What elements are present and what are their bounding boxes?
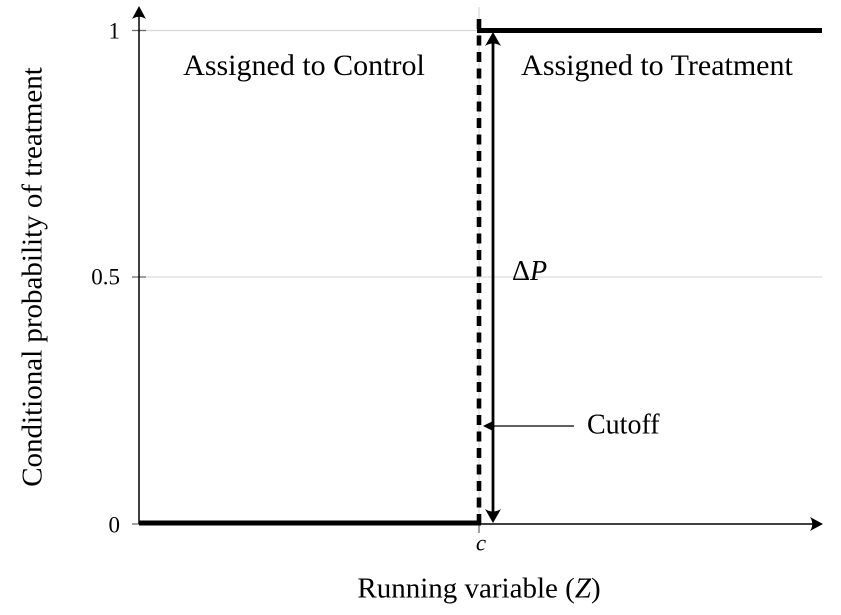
delta-symbol: Δ <box>512 256 531 287</box>
delta-p-label: ΔP <box>512 258 547 286</box>
delta-p-arrowhead-down-icon <box>485 509 501 523</box>
delta-p-arrowhead-up-icon <box>485 32 501 46</box>
region-label-treatment: Assigned to Treatment <box>521 49 793 82</box>
x-axis-title-suffix: ) <box>590 572 601 605</box>
x-axis-title-prefix: Running variable ( <box>357 572 575 605</box>
ytick-label-0: 0 <box>108 512 121 538</box>
y-axis-arrowhead-icon <box>132 6 146 19</box>
x-axis-title: Running variable (Z) <box>357 572 601 605</box>
cutoff-pointer-arrowhead-icon <box>483 420 494 432</box>
ytick-label-05: 0.5 <box>91 264 120 290</box>
ytick-label-1: 1 <box>108 18 121 44</box>
x-axis-arrowhead-icon <box>810 517 823 531</box>
x-axis-title-variable: Z <box>574 572 591 605</box>
xtick-label-c: c <box>476 532 486 555</box>
delta-p-variable: P <box>530 256 548 287</box>
cutoff-symbol: c <box>475 530 487 556</box>
y-axis-title: Conditional probability of treatment <box>16 67 49 487</box>
cutoff-annotation-label: Cutoff <box>587 409 660 441</box>
region-label-control: Assigned to Control <box>183 49 425 82</box>
